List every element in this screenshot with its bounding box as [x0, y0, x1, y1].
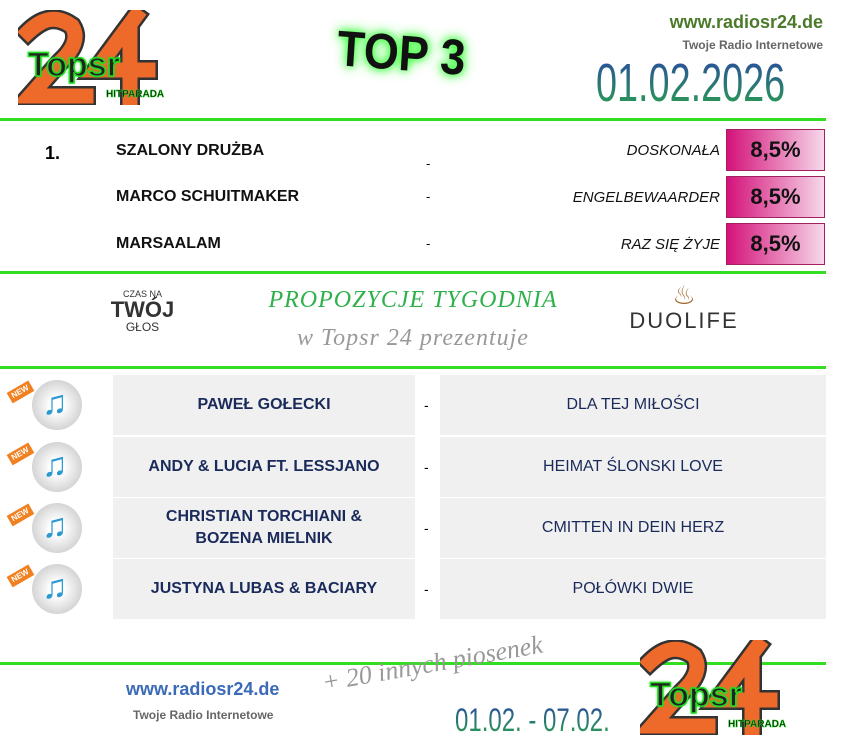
dash: -	[426, 236, 431, 251]
page-title: TOP 3	[335, 20, 468, 86]
new-badge: NEW	[6, 564, 35, 588]
new-badge: NEW	[6, 380, 35, 404]
divider	[0, 271, 826, 274]
artist: JUSTYNA LUBAS & BACIARY	[113, 559, 415, 619]
number-24-icon	[18, 10, 158, 105]
logo-hitparada: HITPARADA	[106, 89, 165, 100]
duolife-logo: ♨ DUOLIFE	[620, 282, 748, 334]
divider	[0, 366, 826, 369]
footer-site[interactable]: www.radiosr24.de	[126, 679, 280, 699]
new-badge: NEW	[6, 503, 35, 527]
logo-topsr: Topsr	[27, 46, 120, 84]
music-note-icon: ♫	[42, 568, 68, 606]
proposals-subheading: w Topsr 24 prezentuje	[297, 325, 529, 351]
artist: MARSAALAM	[116, 235, 221, 252]
percent-badge: 8,5%	[726, 223, 825, 265]
new-music-icon: ♫ NEW	[6, 442, 88, 492]
song-title: DOSKONAŁA	[626, 142, 720, 159]
duolife-text: DUOLIFE	[629, 308, 739, 333]
dash: -	[424, 397, 429, 413]
flame-icon: ♨	[672, 280, 696, 310]
song-row: ♫ NEW ANDY & LUCIA FT. LESSJANO - HEIMAT…	[0, 437, 826, 497]
song-title: RAZ SIĘ ŻYJE	[620, 236, 720, 253]
artist: CHRISTIAN TORCHIANI & BOZENA MIELNIK	[113, 498, 415, 558]
artist: ANDY & LUCIA FT. LESSJANO	[113, 437, 415, 497]
number-24-icon	[640, 640, 780, 735]
footer-tagline: Twoje Radio Internetowe	[133, 708, 274, 722]
new-music-icon: ♫ NEW	[6, 380, 88, 430]
logo-topsr: Topsr	[649, 676, 742, 714]
song-title: CMITTEN IN DEIN HERZ	[440, 498, 826, 558]
divider	[0, 118, 826, 121]
percent-badge: 8,5%	[726, 176, 825, 218]
new-music-icon: ♫ NEW	[6, 564, 88, 614]
tagline: Twoje Radio Internetowe	[682, 38, 823, 52]
logo-hitparada: HITPARADA	[728, 719, 787, 730]
music-note-icon: ♫	[42, 446, 68, 484]
song-title: HEIMAT ŚLONSKI LOVE	[440, 437, 826, 497]
proposals-heading: PROPOZYCJE TYGODNIA	[268, 287, 558, 313]
dash: -	[426, 189, 431, 204]
song-title: POŁÓWKI DWIE	[440, 559, 826, 619]
week-range: 01.02. - 07.02.	[455, 702, 610, 738]
song-row: ♫ NEW PAWEŁ GOŁECKI - DLA TEJ MIŁOŚCI	[0, 375, 826, 435]
artist: SZALONY DRUŻBA	[116, 142, 265, 159]
topsr24-logo: Topsr HITPARADA	[640, 640, 800, 735]
song-row: ♫ NEW JUSTYNA LUBAS & BACIARY - POŁÓWKI …	[0, 559, 826, 619]
music-note-icon: ♫	[42, 384, 68, 422]
dash: -	[426, 156, 431, 171]
topsr24-logo: Topsr HITPARADA	[18, 10, 178, 105]
chart-date: 01.02.2026	[596, 53, 786, 113]
dash: -	[424, 581, 429, 597]
artist: PAWEŁ GOŁECKI	[113, 375, 415, 435]
more-songs: + 20 innych piosenek	[319, 629, 545, 698]
dash: -	[424, 520, 429, 536]
song-title: ENGELBEWAARDER	[572, 189, 720, 206]
percent-badge: 8,5%	[726, 129, 825, 171]
rank: 1.	[45, 143, 61, 163]
new-badge: NEW	[6, 442, 35, 466]
dash: -	[424, 459, 429, 475]
music-note-icon: ♫	[42, 507, 68, 545]
divider	[0, 662, 826, 665]
new-music-icon: ♫ NEW	[6, 503, 88, 553]
artist: MARCO SCHUITMAKER	[116, 188, 300, 205]
site-url[interactable]: www.radiosr24.de	[669, 12, 823, 32]
song-title: DLA TEJ MIŁOŚCI	[440, 375, 826, 435]
song-row: ♫ NEW CHRISTIAN TORCHIANI & BOZENA MIELN…	[0, 498, 826, 558]
twoj-glos-logo: CZAS NA TWÓJ GŁOS	[110, 289, 175, 334]
